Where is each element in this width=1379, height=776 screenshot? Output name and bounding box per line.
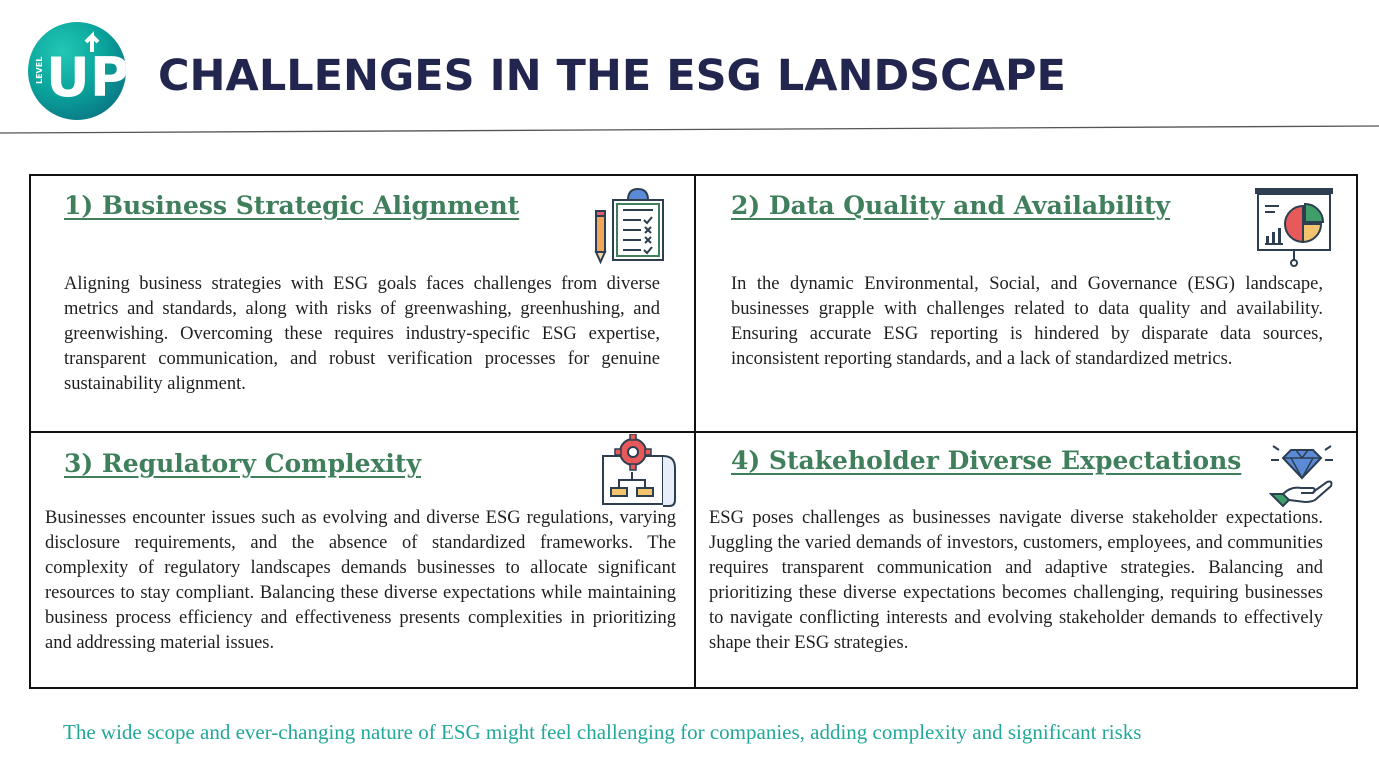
section-body-4: ESG poses challenges as businesses navig…	[709, 508, 1323, 653]
section-body-1: Aligning business strategies with ESG go…	[64, 274, 660, 394]
section-heading-3: 3) Regulatory Complexity	[64, 449, 421, 478]
hand-diamond-icon	[1269, 445, 1333, 508]
svg-text:UP: UP	[46, 46, 126, 109]
gear-blueprint-icon	[602, 434, 676, 507]
title-divider	[0, 125, 1379, 134]
challenges-grid: 1) Business Strategic Alignment Aligning…	[29, 174, 1358, 689]
section-heading-1: 1) Business Strategic Alignment	[64, 191, 520, 220]
level-up-logo: UP LEVEL	[28, 22, 126, 120]
section-body-3: Businesses encounter issues such as evol…	[45, 508, 676, 653]
section-body-2: In the dynamic Environmental, Social, an…	[731, 274, 1323, 369]
clipboard-checklist-icon	[594, 187, 664, 265]
page-title: CHALLENGES IN THE ESG LANDSCAPE	[158, 51, 1066, 101]
section-heading-2: 2) Data Quality and Availability	[731, 191, 1171, 220]
svg-text:LEVEL: LEVEL	[35, 57, 44, 84]
footer-note: The wide scope and ever-changing nature …	[63, 720, 1142, 744]
grid-horizontal-divider	[31, 431, 1356, 433]
presentation-chart-icon	[1255, 188, 1333, 267]
section-heading-4: 4) Stakeholder Diverse Expectations	[731, 446, 1242, 475]
